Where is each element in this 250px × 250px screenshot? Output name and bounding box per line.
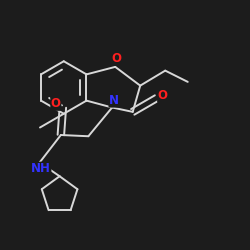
Text: O: O — [158, 89, 168, 102]
Text: O: O — [111, 52, 121, 65]
Text: O: O — [51, 97, 61, 110]
Text: NH: NH — [31, 162, 51, 175]
Text: N: N — [109, 94, 119, 107]
